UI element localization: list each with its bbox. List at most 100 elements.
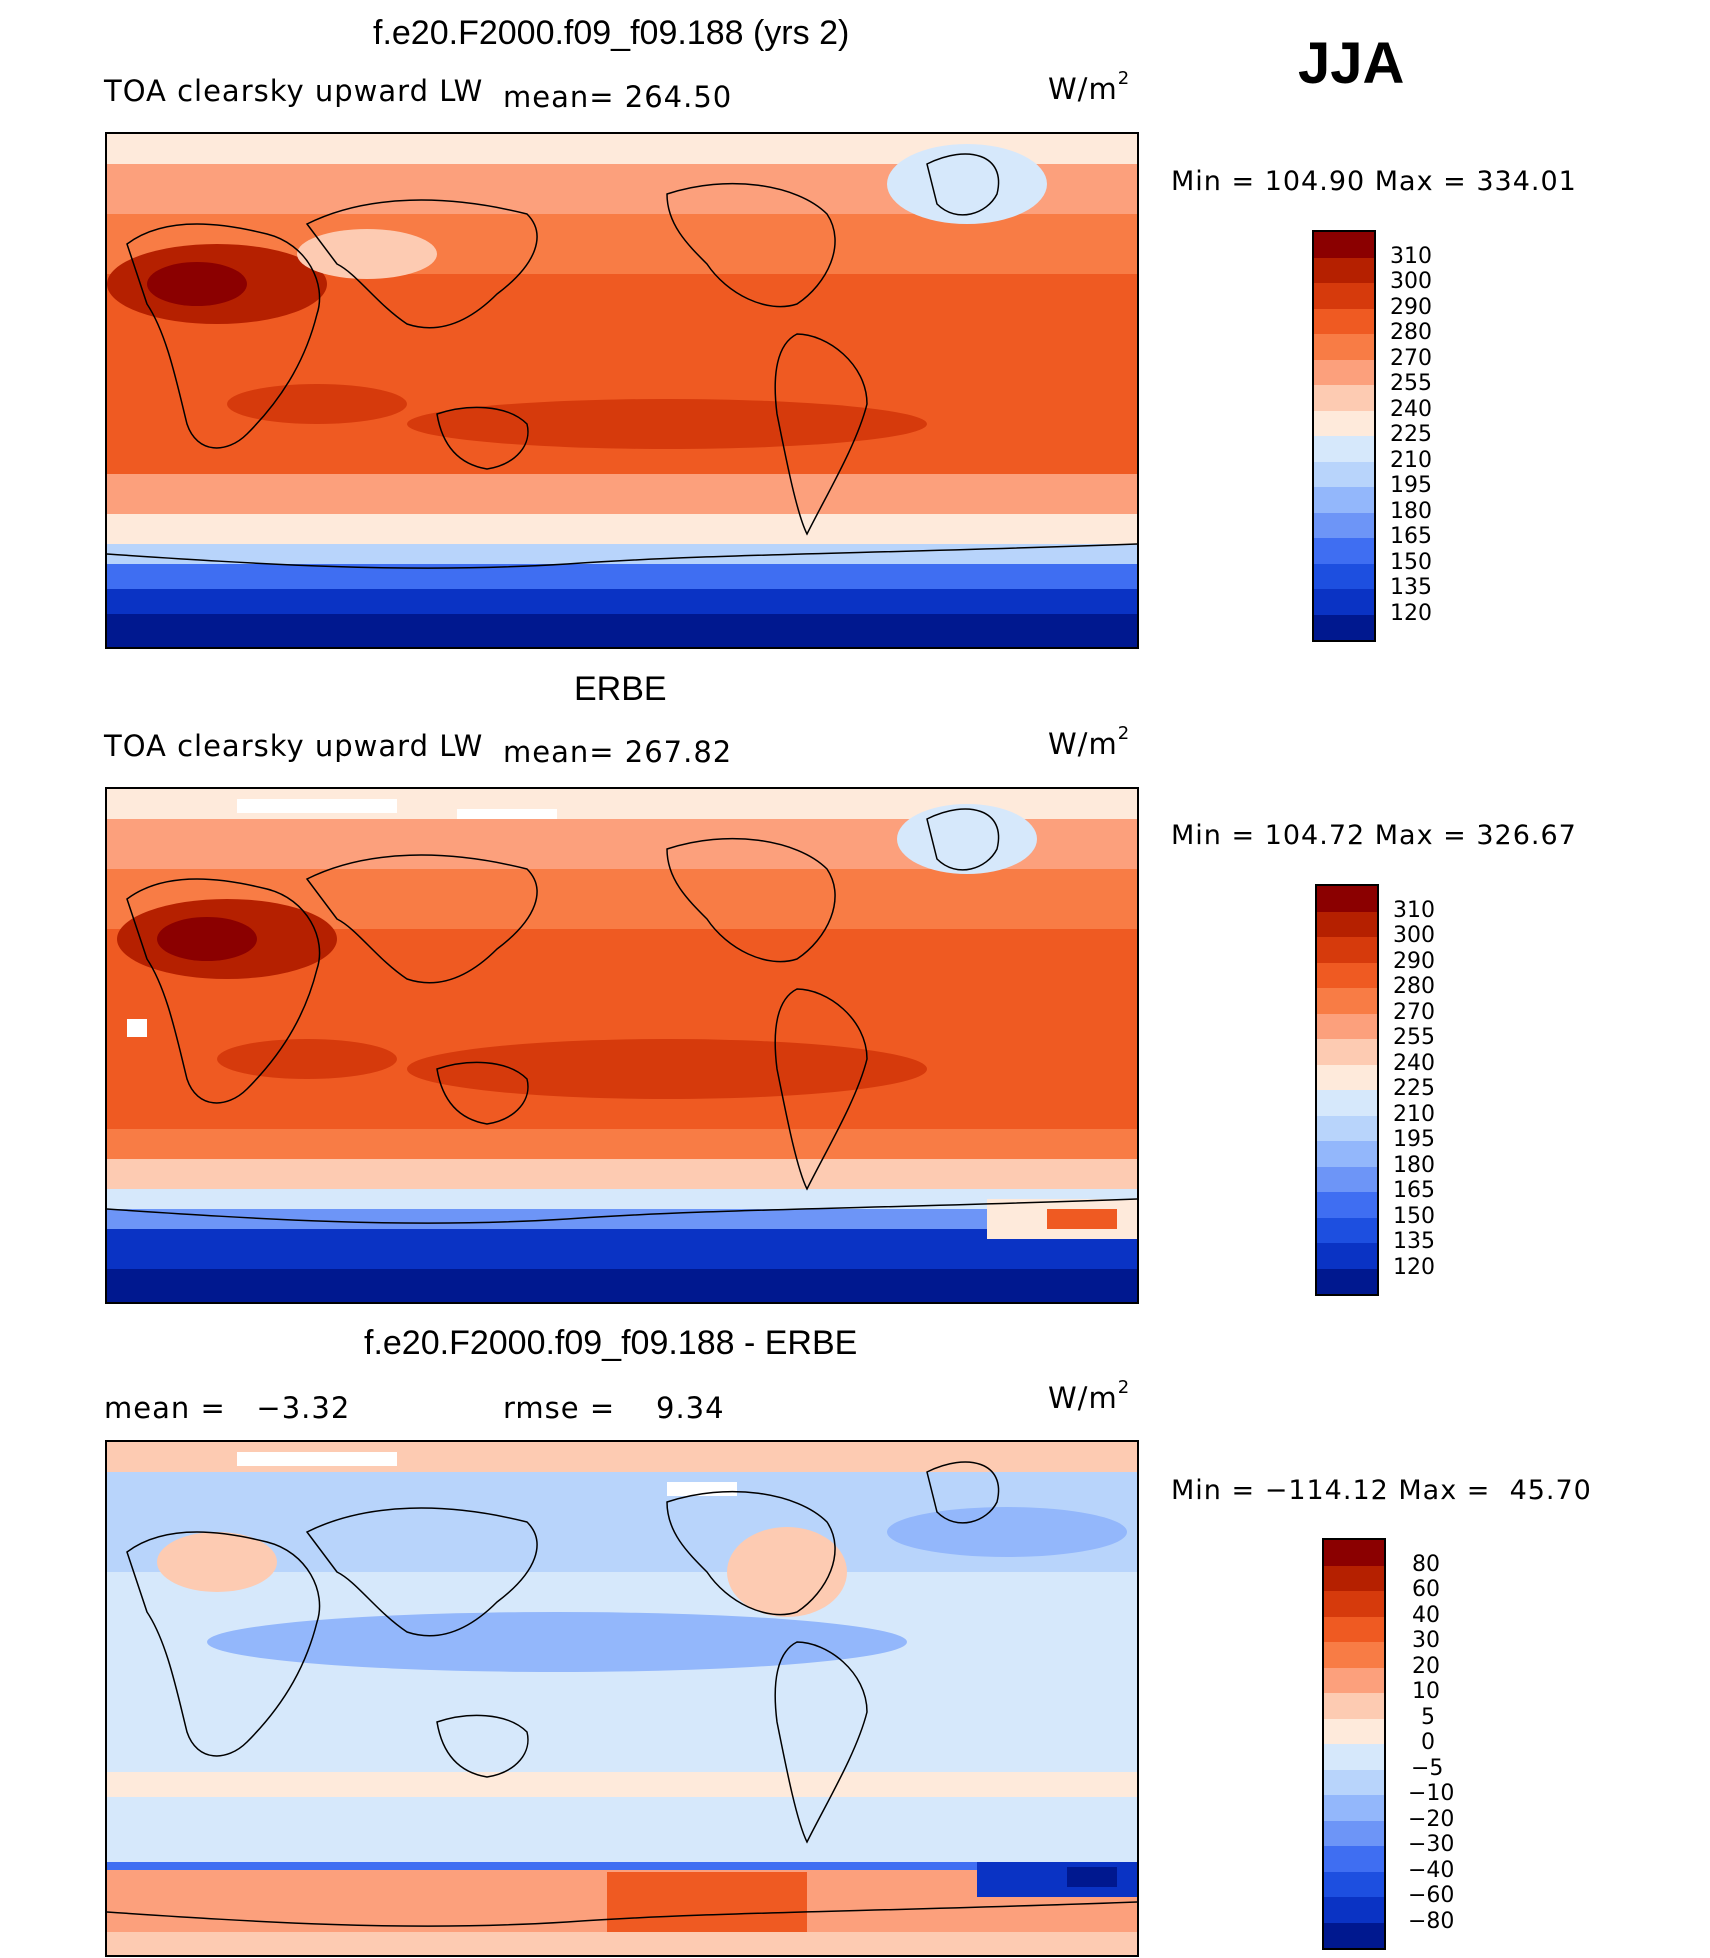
colorbar-swatch [1317, 1064, 1377, 1090]
colorbar-tick-label: 135 [1390, 575, 1432, 600]
colorbar-swatch [1324, 1744, 1384, 1770]
colorbar-swatch [1317, 886, 1377, 912]
panel-2-title: ERBE [574, 670, 667, 708]
colorbar-tick-label: −5 [1411, 1756, 1444, 1781]
colorbar-swatch [1317, 911, 1377, 937]
colorbar-tick-label: 290 [1390, 295, 1432, 320]
colorbar-swatch [1324, 1871, 1384, 1897]
colorbar-tick-label: 80 [1412, 1552, 1440, 1577]
colorbar-tick-label: 225 [1390, 422, 1432, 447]
panel-1-mean: mean= 264.50 [503, 80, 733, 114]
colorbar-tick-label: 255 [1393, 1025, 1435, 1050]
panel-1-units: W/m2 [1048, 68, 1131, 106]
panel-2-variable: TOA clearsky upward LW [104, 729, 484, 763]
panel-3-title: f.e20.F2000.f09_f09.188 - ERBE [364, 1324, 858, 1362]
colorbar-swatch [1314, 410, 1374, 436]
panel-1-variable: TOA clearsky upward LW [104, 74, 484, 108]
colorbar-tick-label: 240 [1393, 1051, 1435, 1076]
panel-2-mean: mean= 267.82 [503, 735, 733, 769]
colorbar-swatch [1314, 385, 1374, 411]
colorbar-swatch [1314, 232, 1374, 258]
colorbar-tick-label: −20 [1408, 1807, 1455, 1832]
colorbar-swatch [1317, 1243, 1377, 1269]
colorbar-swatch [1324, 1846, 1384, 1872]
colorbar-tick-label: 310 [1393, 898, 1435, 923]
panel-1-colorbar [1312, 230, 1376, 642]
colorbar-tick-label: 240 [1390, 397, 1432, 422]
colorbar-tick-label: 165 [1393, 1178, 1435, 1203]
colorbar-swatch [1324, 1820, 1384, 1846]
colorbar-swatch [1324, 1795, 1384, 1821]
colorbar-tick-label: 180 [1393, 1153, 1435, 1178]
colorbar-tick-label: 195 [1390, 473, 1432, 498]
colorbar-swatch [1314, 614, 1374, 640]
colorbar-swatch [1317, 1141, 1377, 1167]
panel-3-map [105, 1440, 1139, 1957]
colorbar-swatch [1324, 1922, 1384, 1948]
colorbar-tick-label: 5 [1421, 1705, 1435, 1730]
panel-3-mean: mean = −3.32 [104, 1391, 351, 1425]
colorbar-tick-label: 225 [1393, 1076, 1435, 1101]
colorbar-tick-label: −40 [1408, 1858, 1455, 1883]
panel-2-units: W/m2 [1048, 723, 1131, 761]
colorbar-swatch [1324, 1616, 1384, 1642]
colorbar-tick-label: 150 [1390, 550, 1432, 575]
colorbar-swatch [1324, 1693, 1384, 1719]
colorbar-swatch [1314, 538, 1374, 564]
colorbar-tick-label: 280 [1393, 974, 1435, 999]
colorbar-tick-label: 210 [1390, 448, 1432, 473]
colorbar-tick-label: 120 [1390, 601, 1432, 626]
colorbar-tick-label: −60 [1408, 1883, 1455, 1908]
colorbar-tick-label: 310 [1390, 244, 1432, 269]
colorbar-tick-label: 180 [1390, 499, 1432, 524]
colorbar-tick-label: 135 [1393, 1229, 1435, 1254]
colorbar-swatch [1314, 512, 1374, 538]
colorbar-tick-label: 270 [1390, 346, 1432, 371]
panel-3-rmse: rmse = 9.34 [503, 1391, 725, 1425]
colorbar-tick-label: 270 [1393, 1000, 1435, 1025]
colorbar-tick-label: 165 [1390, 524, 1432, 549]
colorbar-swatch [1317, 1013, 1377, 1039]
colorbar-swatch [1317, 1268, 1377, 1294]
panel-1-map [105, 132, 1139, 649]
colorbar-swatch [1314, 436, 1374, 462]
colorbar-swatch [1314, 563, 1374, 589]
colorbar-tick-label: −80 [1408, 1909, 1455, 1934]
colorbar-swatch [1317, 1166, 1377, 1192]
colorbar-swatch [1317, 1115, 1377, 1141]
colorbar-swatch [1314, 589, 1374, 615]
colorbar-swatch [1314, 308, 1374, 334]
panel-3-minmax: Min = −114.12 Max = 45.70 [1171, 1475, 1592, 1506]
colorbar-tick-label: 0 [1421, 1730, 1435, 1755]
colorbar-tick-label: 60 [1412, 1577, 1440, 1602]
colorbar-tick-label: 150 [1393, 1204, 1435, 1229]
season-label: JJA [1298, 31, 1405, 96]
panel-2-minmax: Min = 104.72 Max = 326.67 [1171, 820, 1577, 851]
colorbar-tick-label: 280 [1390, 320, 1432, 345]
colorbar-tick-label: 30 [1412, 1628, 1440, 1653]
colorbar-swatch [1317, 937, 1377, 963]
panel-3-colorbar [1322, 1538, 1386, 1950]
colorbar-tick-label: 290 [1393, 949, 1435, 974]
colorbar-tick-label: −10 [1408, 1781, 1455, 1806]
colorbar-swatch [1314, 487, 1374, 513]
colorbar-tick-label: 120 [1393, 1255, 1435, 1280]
colorbar-tick-label: 300 [1393, 923, 1435, 948]
colorbar-swatch [1324, 1565, 1384, 1591]
panel-1-title: f.e20.F2000.f09_f09.188 (yrs 2) [373, 14, 850, 52]
colorbar-swatch [1314, 461, 1374, 487]
colorbar-swatch [1317, 988, 1377, 1014]
colorbar-swatch [1314, 334, 1374, 360]
colorbar-tick-label: 300 [1390, 269, 1432, 294]
colorbar-tick-label: 195 [1393, 1127, 1435, 1152]
colorbar-tick-label: −30 [1408, 1832, 1455, 1857]
panel-2-colorbar [1315, 884, 1379, 1296]
panel-1-minmax: Min = 104.90 Max = 334.01 [1171, 166, 1577, 197]
colorbar-swatch [1317, 1090, 1377, 1116]
colorbar-swatch [1324, 1769, 1384, 1795]
panel-2-map [105, 787, 1139, 1304]
colorbar-swatch [1317, 1039, 1377, 1065]
colorbar-swatch [1317, 1192, 1377, 1218]
colorbar-swatch [1314, 359, 1374, 385]
colorbar-tick-label: 40 [1412, 1603, 1440, 1628]
